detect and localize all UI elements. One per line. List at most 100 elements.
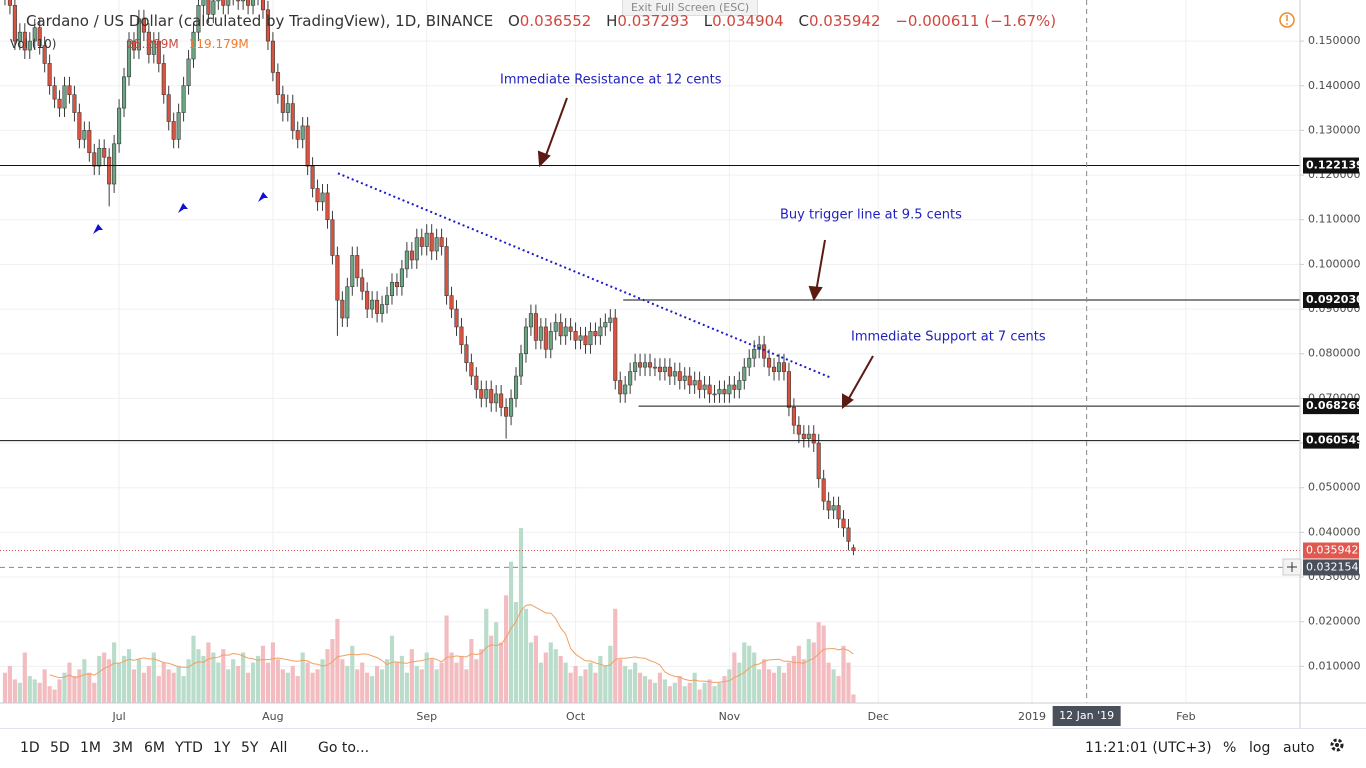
alert-icon[interactable] <box>1279 12 1295 28</box>
gear-icon <box>1330 738 1344 752</box>
candle-body <box>687 375 692 386</box>
candle-body <box>181 85 186 113</box>
volume-bar <box>553 649 558 703</box>
volume-bar <box>32 679 37 703</box>
volume-bar <box>419 669 424 703</box>
candle-body <box>186 58 191 87</box>
candle-body <box>588 331 593 346</box>
volume-bar <box>598 655 603 703</box>
y-tick-label: 0.140000 <box>1308 79 1361 92</box>
timeframe-button[interactable]: 6M <box>144 740 165 756</box>
candle-body <box>290 103 295 131</box>
timeframe-button[interactable]: 1Y <box>213 740 231 756</box>
candle-body <box>578 335 583 341</box>
candle-body <box>87 130 92 154</box>
candle-body <box>12 5 17 42</box>
volume-bar <box>315 669 320 703</box>
volume-bar <box>499 642 504 703</box>
candle-body <box>603 322 608 328</box>
candle-body <box>464 344 469 363</box>
candle-body <box>523 326 528 355</box>
volume-bar <box>27 676 32 703</box>
volume-bar <box>270 642 275 703</box>
scale-button[interactable]: % <box>1223 740 1237 756</box>
volume-bar <box>17 682 22 703</box>
volume-bar <box>161 662 166 703</box>
volume-bar <box>593 672 598 703</box>
volume-bar <box>573 665 578 703</box>
candle-body <box>692 380 697 386</box>
candle-body <box>211 0 216 15</box>
candle-body <box>47 63 52 87</box>
volume-bar <box>77 669 82 703</box>
timeframe-button[interactable]: 5Y <box>241 740 259 756</box>
candle-body <box>384 295 390 305</box>
volume-bar <box>285 672 290 703</box>
crosshair-button[interactable] <box>1282 558 1302 576</box>
exit-fullscreen[interactable]: Exit Full Screen (ESC) <box>622 0 759 16</box>
candle-body <box>494 393 499 404</box>
volume-bar <box>657 672 663 703</box>
volume-bar <box>196 649 201 703</box>
candle-body <box>737 380 742 390</box>
volume-bar <box>300 652 305 703</box>
volume-legend: Vol (10) 25.299M 119.179M <box>10 37 249 51</box>
candle-body <box>320 192 325 203</box>
settings-button[interactable] <box>1327 735 1347 759</box>
volume-bar <box>191 635 196 703</box>
timeframe-button[interactable]: 1D <box>20 740 40 756</box>
candle-body <box>672 371 677 377</box>
candle-body <box>325 192 330 221</box>
volume-bar <box>801 659 806 703</box>
candle-body <box>330 219 335 256</box>
timeframe-button[interactable]: 5D <box>50 740 70 756</box>
level-label: 0.092030 <box>1306 293 1364 306</box>
timeframe-button[interactable]: YTD <box>175 740 203 756</box>
candle-body <box>67 85 72 95</box>
volume-bar <box>146 665 151 703</box>
volume-bar <box>767 669 772 703</box>
timeframe-button[interactable]: 1M <box>80 740 101 756</box>
arrow <box>544 97 568 159</box>
volume-bar <box>806 639 811 703</box>
volume-bar <box>82 659 87 703</box>
volume-bar <box>52 689 57 703</box>
scale-button[interactable]: log <box>1249 740 1271 756</box>
timeframe-button[interactable]: All <box>270 740 288 756</box>
candle-body <box>414 237 419 261</box>
candle-body <box>216 0 221 2</box>
candle-body <box>811 433 816 444</box>
volume-bar <box>22 652 27 703</box>
candle-body <box>146 31 151 55</box>
scale-button[interactable]: auto <box>1283 740 1315 756</box>
arrow-head <box>842 393 854 410</box>
candle-body <box>504 407 509 417</box>
volume-bar <box>786 662 792 703</box>
candle-body <box>27 40 32 51</box>
candle-body <box>365 290 370 310</box>
timeframe-button[interactable]: 3M <box>112 740 133 756</box>
legend: Cardano / US Dollar (calculated by Tradi… <box>8 12 1056 30</box>
volume-bar <box>538 662 543 703</box>
candle-body <box>389 281 395 296</box>
ohlc-value: 0.034904 <box>712 12 784 30</box>
candle-body <box>429 232 434 252</box>
volume-bar <box>489 635 494 703</box>
candle-body <box>251 0 256 6</box>
volume-ma-value: 119.179M <box>188 37 249 51</box>
x-tick-label: Sep <box>416 710 437 723</box>
candle-body <box>37 27 42 46</box>
volume-bar <box>166 669 171 703</box>
volume-bar <box>186 659 191 703</box>
volume-bar <box>518 528 524 703</box>
annotation: Immediate Support at 7 cents <box>851 330 1046 345</box>
candle-body <box>380 304 385 314</box>
volume-bar <box>752 652 757 703</box>
candle-body <box>52 85 57 100</box>
goto-button[interactable]: Go to... <box>318 740 370 756</box>
volume-bar <box>131 669 137 703</box>
volume-bar <box>508 561 514 703</box>
crosshair-price-label: 0.032154 <box>1306 560 1359 573</box>
candle-body <box>176 112 181 140</box>
